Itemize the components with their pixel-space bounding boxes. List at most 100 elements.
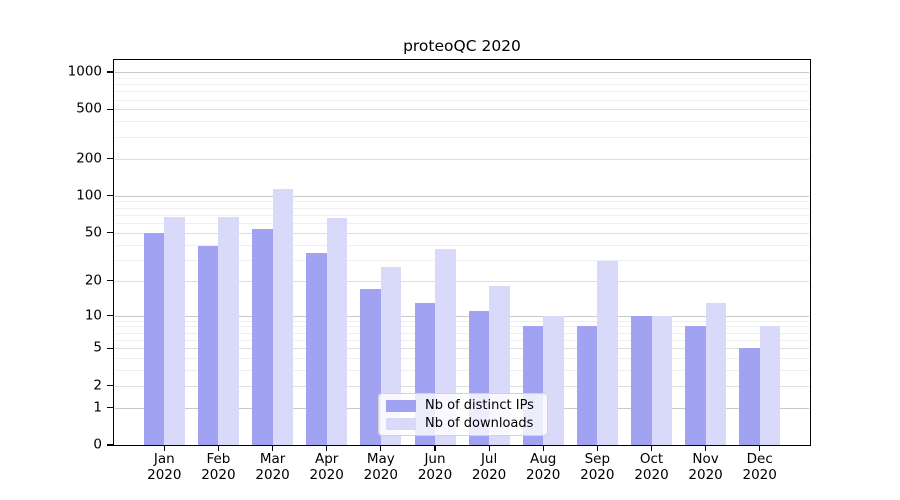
bar-downloads-apr (326, 217, 348, 445)
x-tick-label-mar: Mar 2020 (255, 451, 290, 483)
x-tick-aug (542, 446, 544, 451)
x-tick-dec (759, 446, 761, 451)
y-tick-50 (107, 232, 114, 234)
bar-downloads-dec (759, 326, 781, 445)
x-tick-label-sep: Sep 2020 (580, 451, 615, 483)
legend-swatch-downloads (386, 417, 416, 430)
gridline-y-60 (115, 223, 809, 224)
x-tick-apr (326, 446, 328, 451)
bar-downloads-aug (543, 315, 564, 445)
x-tick-label-may: May 2020 (363, 451, 398, 483)
y-tick-1000 (107, 71, 114, 73)
gridline-y-70 (115, 214, 809, 216)
gridline-y-200 (115, 158, 809, 160)
gridline-y-1000 (115, 71, 809, 73)
x-tick-jan (163, 446, 165, 451)
gridline-y-20 (115, 280, 809, 282)
y-tick-label-200: 200 (76, 149, 102, 166)
bar-ips-dec (739, 348, 760, 445)
gridline-y-50 (115, 232, 809, 234)
x-tick-label-nov: Nov 2020 (688, 451, 723, 483)
bar-downloads-mar (272, 189, 294, 445)
y-tick-20 (107, 280, 114, 282)
gridline-y-500 (115, 109, 809, 111)
x-tick-sep (596, 446, 598, 451)
x-tick-label-jul: Jul 2020 (471, 451, 507, 483)
gridline-y-40 (115, 244, 809, 246)
bar-ips-sep (576, 326, 598, 445)
y-tick-1 (107, 407, 114, 409)
y-tick-100 (107, 195, 114, 197)
y-tick-label-0: 0 (93, 436, 102, 453)
bar-ips-may (360, 288, 381, 445)
x-tick-feb (217, 446, 220, 451)
x-tick-label-aug: Aug 2020 (526, 451, 561, 483)
x-tick-label-jan: Jan 2020 (147, 451, 182, 483)
gridline-y-300 (115, 136, 809, 138)
bar-downloads-nov (705, 302, 727, 445)
x-tick-label-jun: Jun 2020 (417, 451, 453, 483)
bar-downloads-sep (597, 261, 618, 445)
y-tick-label-20: 20 (84, 271, 102, 288)
bar-ips-mar (252, 228, 273, 445)
bar-ips-nov (685, 326, 706, 445)
y-tick-2 (107, 385, 114, 387)
gridline-y-8 (115, 326, 809, 328)
y-tick-label-5: 5 (93, 339, 102, 356)
legend: Nb of distinct IPs Nb of downloads (378, 393, 548, 436)
y-tick-label-10: 10 (84, 306, 102, 323)
legend-entry-downloads: Nb of downloads (379, 417, 547, 430)
gridline-y-6 (115, 339, 809, 341)
y-tick-label-2: 2 (93, 376, 102, 393)
chart-title: proteoQC 2020 (403, 37, 521, 55)
x-tick-label-feb: Feb 2020 (201, 451, 236, 483)
x-tick-jun (434, 446, 436, 451)
gridline-y-900 (115, 77, 809, 79)
legend-label-ips: Nb of distinct IPs (425, 398, 534, 413)
y-tick-5 (107, 347, 114, 349)
gridline-y-2 (115, 385, 809, 387)
bar-downloads-jan (164, 217, 185, 445)
gridline-y-100 (115, 195, 809, 197)
bar-ips-apr (306, 253, 327, 445)
y-tick-label-1000: 1000 (67, 63, 102, 80)
bar-downloads-oct (651, 315, 672, 445)
gridline-y-80 (115, 207, 809, 209)
x-tick-label-oct: Oct 2020 (634, 451, 669, 483)
gridline-y-9 (115, 320, 809, 322)
x-tick-jul (488, 446, 490, 451)
gridline-y-600 (115, 99, 809, 101)
y-tick-label-1: 1 (93, 398, 102, 415)
bar-ips-jan (143, 232, 165, 445)
y-tick-label-100: 100 (76, 187, 102, 204)
x-tick-oct (650, 446, 653, 451)
bar-downloads-feb (218, 217, 239, 445)
gridline-y-4 (115, 358, 809, 360)
gridline-y-3 (115, 370, 809, 372)
x-tick-nov (705, 446, 707, 451)
y-tick-label-500: 500 (76, 100, 102, 117)
gridline-y-5 (115, 348, 809, 350)
y-tick-label-50: 50 (84, 223, 102, 240)
legend-entry-distinct-ips: Nb of distinct IPs (379, 399, 547, 412)
gridline-y-800 (115, 84, 809, 85)
y-tick-0 (107, 444, 114, 446)
gridline-y-30 (115, 259, 809, 261)
legend-swatch-ips (386, 399, 416, 412)
y-tick-200 (107, 158, 114, 160)
gridline-y-10 (115, 315, 809, 317)
y-tick-10 (107, 314, 114, 317)
gridline-y-90 (115, 201, 809, 203)
bar-ips-feb (197, 245, 219, 445)
gridline-y-400 (115, 121, 809, 123)
gridline-y-7 (115, 332, 809, 334)
x-tick-label-dec: Dec 2020 (742, 451, 777, 483)
gridline-y-700 (115, 91, 809, 93)
x-tick-mar (272, 446, 274, 451)
x-tick-label-apr: Apr 2020 (309, 451, 344, 483)
legend-label-downloads: Nb of downloads (425, 416, 534, 431)
bar-ips-oct (631, 315, 652, 445)
y-tick-500 (107, 108, 114, 110)
x-tick-may (380, 446, 382, 451)
